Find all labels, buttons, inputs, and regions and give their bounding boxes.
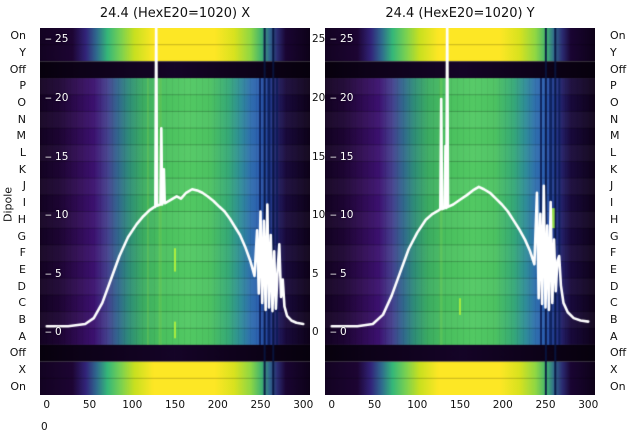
row-label-right-17: B — [610, 312, 618, 326]
x-tick-right-100: 100 — [407, 399, 428, 411]
left-plot-area: 25 20 15 10 5 0 — [40, 28, 310, 395]
row-label-left-0: On — [10, 29, 26, 43]
row-label-left-2: Off — [9, 62, 26, 76]
row-label-right-7: L — [610, 146, 617, 160]
left-plot-title: 24.4 (HexE20=1020) X — [99, 6, 251, 21]
row-label-right-11: H — [610, 212, 619, 226]
row-label-left-14: E — [19, 262, 26, 276]
x-tick-right-250: 250 — [535, 399, 556, 411]
x-tick-left-250: 250 — [250, 399, 271, 411]
row-label-right-4: O — [610, 96, 619, 110]
row-label-left-10: I — [22, 196, 26, 210]
inner-tick-left-15: 15 — [45, 151, 68, 164]
gap-tick-20: 20 — [312, 92, 326, 105]
row-label-left-5: N — [17, 112, 26, 126]
inner-tick-left-5: 5 — [45, 268, 62, 281]
inner-tick-right-5: 5 — [330, 268, 347, 281]
row-label-right-19: Off — [610, 346, 627, 360]
row-label-right-18: A — [610, 329, 618, 343]
row-label-left-11: H — [17, 212, 26, 226]
inner-tick-right-0: 0 — [330, 326, 347, 339]
row-label-right-6: M — [610, 129, 620, 143]
row-label-right-13: F — [610, 246, 617, 260]
right-row-label-column: On Y Off P O N M L K J I H G F E D C B A Off X On — [602, 0, 640, 440]
left-heatmap-canvas — [40, 28, 310, 395]
row-label-right-15: D — [610, 279, 619, 293]
x-tick-right-50: 50 — [367, 399, 382, 411]
row-label-right-3: P — [610, 79, 617, 93]
x-tick-right-150: 150 — [449, 399, 471, 411]
gap-tick-0: 0 — [312, 326, 319, 339]
row-label-left-16: C — [18, 296, 26, 310]
row-label-right-10: I — [610, 196, 614, 210]
row-label-right-8: K — [610, 162, 618, 176]
row-label-left-1: Y — [19, 46, 26, 60]
x-tick-left-100: 100 — [122, 399, 143, 411]
row-label-right-5: N — [610, 112, 619, 126]
row-label-right-14: E — [610, 262, 617, 276]
row-label-left-18: A — [18, 329, 26, 343]
inner-tick-right-10: 10 — [330, 209, 353, 222]
row-label-right-12: G — [610, 229, 619, 243]
row-label-right-1: Y — [610, 46, 617, 60]
row-label-left-20: X — [18, 362, 26, 376]
row-label-right-16: C — [610, 296, 618, 310]
inner-tick-right-25: 25 — [330, 33, 353, 46]
x-tick-right-200: 200 — [492, 399, 513, 411]
x-tick-left-50: 50 — [82, 399, 97, 411]
right-heatmap-canvas — [325, 28, 595, 395]
gap-tick-5: 5 — [312, 267, 319, 280]
row-label-left-4: O — [17, 96, 26, 110]
x-tick-left-200: 200 — [207, 399, 228, 411]
x-tick-right-300: 300 — [578, 399, 599, 411]
inner-tick-left-20: 20 — [45, 92, 68, 105]
x-tick-left-300: 300 — [293, 399, 314, 411]
x-tick-left-150: 150 — [164, 399, 186, 411]
row-label-right-21: On — [610, 379, 626, 393]
row-label-left-7: L — [19, 146, 26, 160]
row-label-left-12: G — [17, 229, 26, 243]
row-label-left-21: On — [10, 379, 26, 393]
left-row-label-column: On Y Off P O N M L K J I H G F E D C B A Off X On — [0, 0, 36, 440]
row-label-left-3: P — [19, 79, 26, 93]
row-label-left-6: M — [16, 129, 27, 143]
row-label-left-9: J — [22, 179, 26, 193]
right-plot-title: 24.4 (HexE20=1020) Y — [385, 6, 535, 21]
corner-zero-label: 0 — [41, 421, 48, 433]
x-tick-right-0: 0 — [328, 399, 336, 411]
gap-tick-15: 15 — [312, 150, 326, 163]
x-tick-left-0: 0 — [43, 399, 51, 411]
row-label-left-8: K — [18, 162, 26, 176]
inner-tick-left-0: 0 — [45, 326, 62, 339]
row-label-left-19: Off — [9, 346, 26, 360]
inner-tick-right-15: 15 — [330, 151, 353, 164]
gap-tick-25: 25 — [312, 33, 326, 46]
gap-tick-10: 10 — [312, 209, 326, 222]
inner-tick-left-25: 25 — [45, 33, 68, 46]
row-label-left-13: F — [19, 246, 26, 260]
right-plot-area: 25 20 15 10 5 0 — [325, 28, 595, 395]
row-label-left-15: D — [17, 279, 26, 293]
row-label-right-20: X — [610, 362, 618, 376]
row-label-right-9: J — [610, 179, 614, 193]
inner-tick-left-10: 10 — [45, 209, 68, 222]
row-label-right-0: On — [610, 29, 626, 43]
inner-tick-right-20: 20 — [330, 92, 353, 105]
row-label-right-2: Off — [610, 62, 627, 76]
row-label-left-17: B — [18, 312, 26, 326]
